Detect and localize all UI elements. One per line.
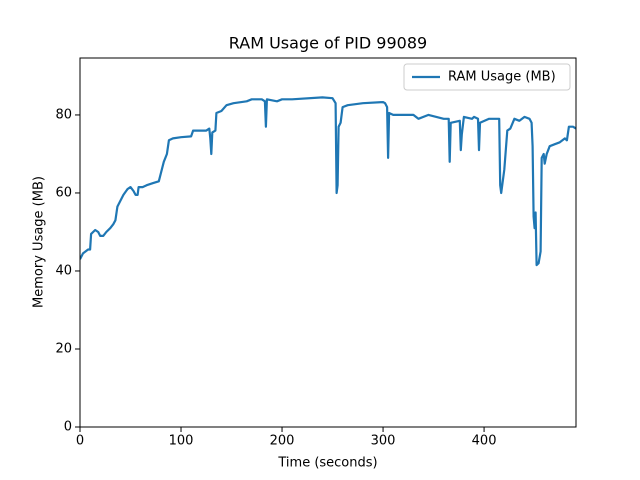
y-tick-label: 0 xyxy=(64,420,72,435)
x-axis-label: Time (seconds) xyxy=(277,456,377,471)
x-tick-label: 300 xyxy=(371,434,396,449)
data-line xyxy=(80,96,576,267)
legend-label: RAM Usage (MB) xyxy=(448,70,556,85)
chart-title: RAM Usage of PID 99089 xyxy=(229,34,427,53)
legend-box xyxy=(403,63,571,91)
x-tick-label: 200 xyxy=(270,434,295,449)
plot-area: 0 100 200 300 400 0 20 40 60 80 RAM Usage (MB) xyxy=(55,63,576,449)
x-tick-label: 400 xyxy=(472,434,497,449)
axes-frame xyxy=(79,57,577,428)
y-tick-label: 40 xyxy=(55,263,72,278)
y-tick-label: 80 xyxy=(55,107,72,122)
y-tick-label: 20 xyxy=(55,341,72,356)
y-axis-label: Memory Usage (MB) xyxy=(32,176,47,308)
x-tick-label: 100 xyxy=(169,434,194,449)
y-tick-label: 60 xyxy=(55,185,72,200)
x-tick-label: 0 xyxy=(76,434,84,449)
